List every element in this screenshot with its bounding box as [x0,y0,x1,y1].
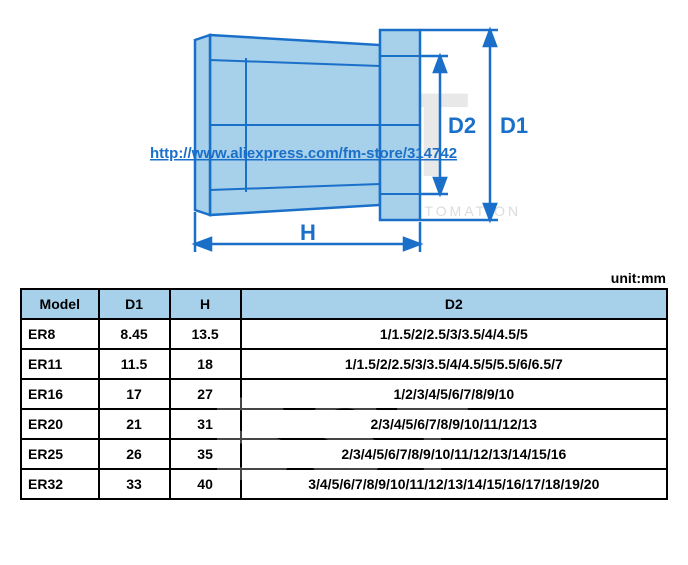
cell-h: 40 [170,469,241,499]
cell-h: 18 [170,349,241,379]
cell-d2: 1/2/3/4/5/6/7/8/9/10 [241,379,667,409]
table-body: ER8 8.45 13.5 1/1.5/2/2.5/3/3.5/4/4.5/5 … [21,319,667,499]
cell-d2: 1/1.5/2/2.5/3/3.5/4/4.5/5 [241,319,667,349]
diagram-area: BST AUTOMATION [0,0,688,270]
col-model: Model [21,289,99,319]
cell-d2: 2/3/4/5/6/7/8/9/10/11/12/13/14/15/16 [241,439,667,469]
cell-h: 35 [170,439,241,469]
dim-d2 [420,56,448,194]
cell-h: 31 [170,409,241,439]
cell-model: ER32 [21,469,99,499]
col-d1: D1 [99,289,170,319]
collet-diagram: D2 D1 H http://www.aliexpress.com/fm-sto… [0,0,688,270]
cell-model: ER25 [21,439,99,469]
spec-table: Model D1 H D2 ER8 8.45 13.5 1/1.5/2/2.5/… [20,288,668,500]
label-d2: D2 [448,113,476,138]
cell-d1: 17 [99,379,170,409]
cell-d2: 3/4/5/6/7/8/9/10/11/12/13/14/15/16/17/18… [241,469,667,499]
table-row: ER16 17 27 1/2/3/4/5/6/7/8/9/10 [21,379,667,409]
cell-d1: 11.5 [99,349,170,379]
table-row: ER8 8.45 13.5 1/1.5/2/2.5/3/3.5/4/4.5/5 [21,319,667,349]
cell-h: 27 [170,379,241,409]
source-url[interactable]: http://www.aliexpress.com/fm-store/31474… [150,145,457,162]
cell-d1: 8.45 [99,319,170,349]
cell-model: ER20 [21,409,99,439]
cell-d2: 2/3/4/5/6/7/8/9/10/11/12/13 [241,409,667,439]
table-header-row: Model D1 H D2 [21,289,667,319]
cell-model: ER11 [21,349,99,379]
cell-d1: 33 [99,469,170,499]
cell-d2: 1/1.5/2/2.5/3/3.5/4/4.5/5/5.5/6/6.5/7 [241,349,667,379]
collet-flange-front [195,35,210,215]
table-row: ER20 21 31 2/3/4/5/6/7/8/9/10/11/12/13 [21,409,667,439]
cell-d1: 26 [99,439,170,469]
label-d1: D1 [500,113,528,138]
col-d2: D2 [241,289,667,319]
table-row: ER25 26 35 2/3/4/5/6/7/8/9/10/11/12/13/1… [21,439,667,469]
unit-label: unit:mm [20,270,668,286]
cell-d1: 21 [99,409,170,439]
col-h: H [170,289,241,319]
label-h: H [300,220,316,245]
table-row: ER32 33 40 3/4/5/6/7/8/9/10/11/12/13/14/… [21,469,667,499]
table-row: ER11 11.5 18 1/1.5/2/2.5/3/3.5/4/4.5/5/5… [21,349,667,379]
cell-h: 13.5 [170,319,241,349]
cell-model: ER8 [21,319,99,349]
cell-model: ER16 [21,379,99,409]
spec-table-wrap: unit:mm Model D1 H D2 ER8 8.45 13.5 1/1.… [0,270,688,500]
